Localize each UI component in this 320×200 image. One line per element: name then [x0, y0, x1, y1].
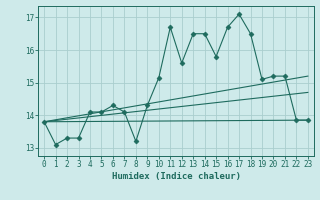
X-axis label: Humidex (Indice chaleur): Humidex (Indice chaleur)	[111, 172, 241, 181]
